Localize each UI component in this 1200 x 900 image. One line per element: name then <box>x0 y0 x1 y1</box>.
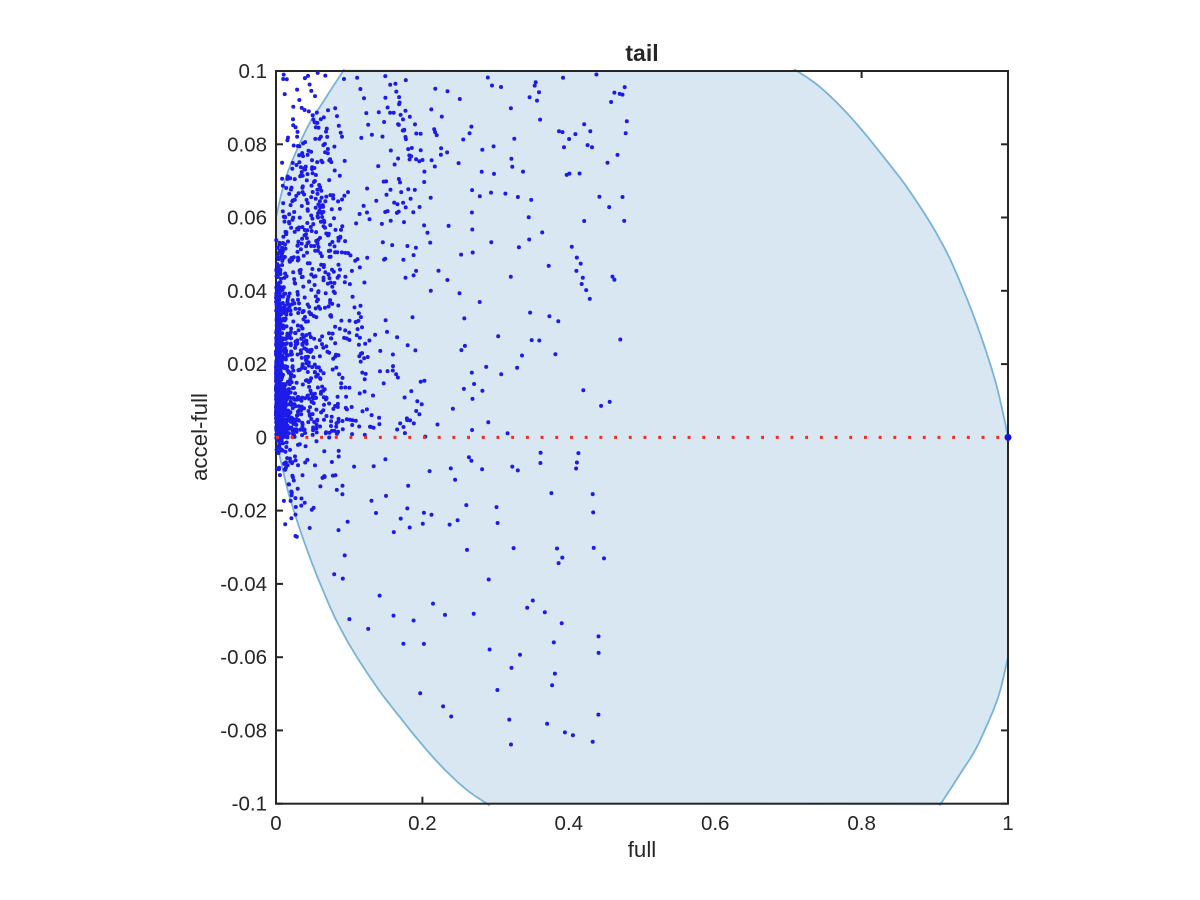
svg-text:-0.04: -0.04 <box>220 573 267 596</box>
svg-text:-0.06: -0.06 <box>220 646 267 669</box>
svg-text:1: 1 <box>1002 812 1013 835</box>
svg-text:0: 0 <box>256 426 267 449</box>
svg-text:0.04: 0.04 <box>227 280 267 303</box>
svg-text:0.8: 0.8 <box>847 812 876 835</box>
svg-text:accel-full: accel-full <box>187 393 212 481</box>
svg-text:full: full <box>628 837 657 862</box>
svg-text:0.1: 0.1 <box>239 60 268 83</box>
svg-text:0.02: 0.02 <box>227 353 267 376</box>
svg-text:0.6: 0.6 <box>701 812 730 835</box>
svg-text:0.4: 0.4 <box>555 812 584 835</box>
svg-text:-0.1: -0.1 <box>232 793 267 816</box>
svg-text:0: 0 <box>270 812 281 835</box>
svg-text:-0.02: -0.02 <box>220 500 267 523</box>
svg-text:-0.08: -0.08 <box>220 719 267 742</box>
svg-text:0.2: 0.2 <box>408 812 437 835</box>
svg-text:0.08: 0.08 <box>227 133 267 156</box>
svg-text:0.06: 0.06 <box>227 207 267 230</box>
svg-text:tail: tail <box>625 40 658 66</box>
